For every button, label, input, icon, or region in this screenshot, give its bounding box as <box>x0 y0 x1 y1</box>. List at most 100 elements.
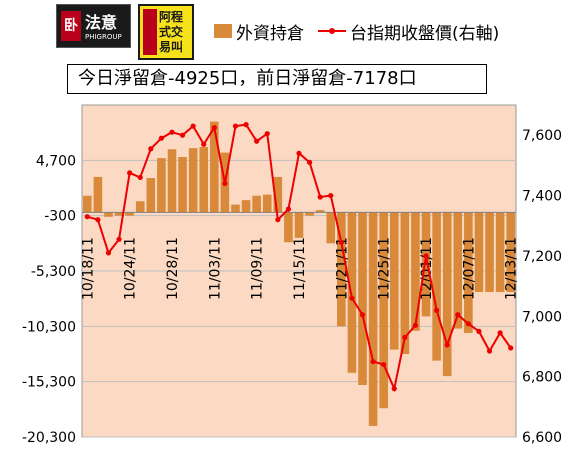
price-point <box>412 322 419 328</box>
price-point <box>169 129 175 135</box>
bar <box>252 195 261 213</box>
bar <box>442 212 452 377</box>
legend-line-label: 台指期收盤價(右軸) <box>350 23 500 44</box>
bar <box>273 176 283 213</box>
logo-subtitle: PHIGROUP <box>85 33 122 41</box>
logo-mark-icon <box>143 9 157 55</box>
bar <box>135 201 145 213</box>
price-point <box>434 307 440 313</box>
y-right-tick-label: 7,600 <box>522 128 562 144</box>
logo-seal-icon: 卧 <box>61 11 81 41</box>
bar <box>379 212 388 409</box>
price-point <box>95 217 101 223</box>
price-point <box>391 386 397 392</box>
bar <box>157 158 166 213</box>
legend-bar-swatch <box>214 24 232 38</box>
bar <box>284 212 293 243</box>
price-point <box>222 180 228 187</box>
price-point <box>243 122 249 128</box>
price-point <box>148 146 154 152</box>
bar <box>358 212 367 385</box>
bar <box>432 212 441 361</box>
phigroup-logo: 卧 法意 PHIGROUP <box>56 4 131 48</box>
price-point <box>105 250 112 256</box>
price-point <box>349 295 355 301</box>
bar <box>178 157 187 213</box>
bar <box>485 212 494 293</box>
price-point <box>84 214 90 220</box>
price-point <box>190 123 196 129</box>
price-point <box>285 206 292 212</box>
y-right-tick-label: 7,400 <box>522 189 562 205</box>
bar <box>188 148 198 213</box>
price-point <box>275 217 281 223</box>
bar <box>167 149 177 213</box>
price-point <box>116 236 122 242</box>
x-tick-label: 11/15/11 <box>292 237 308 300</box>
price-point <box>402 334 408 340</box>
bar <box>231 204 240 213</box>
bar <box>474 212 484 293</box>
y-left-tick-label: -20,300 <box>22 430 76 446</box>
bar <box>114 212 124 216</box>
price-point <box>296 150 302 156</box>
price-point <box>211 125 217 131</box>
price-point <box>465 321 471 327</box>
y-right-tick-label: 6,600 <box>522 430 562 446</box>
bar <box>337 212 346 327</box>
bar <box>495 212 505 293</box>
bar <box>315 210 325 213</box>
bar <box>400 212 410 354</box>
price-point <box>359 312 366 318</box>
price-point <box>455 312 461 318</box>
price-point <box>254 138 260 144</box>
price-point <box>381 361 387 368</box>
legend-bar-label: 外資持倉 <box>236 23 304 44</box>
price-point <box>306 159 313 165</box>
price-point <box>370 358 376 365</box>
bar <box>411 212 420 331</box>
bar <box>453 212 463 329</box>
y-left-tick-label: -5,300 <box>31 264 76 280</box>
legend-line-swatch <box>318 24 346 38</box>
bar <box>262 194 272 213</box>
x-tick-label: 12/13/11 <box>504 237 520 300</box>
bar <box>125 212 134 216</box>
price-point <box>497 330 503 336</box>
bar <box>93 176 103 213</box>
price-point <box>476 328 482 334</box>
bar <box>294 212 304 238</box>
bar <box>83 195 92 213</box>
bar <box>210 121 219 213</box>
x-tick-label: 10/28/11 <box>165 237 181 300</box>
chart-legend: 外資持倉 台指期收盤價(右軸) <box>214 18 499 44</box>
program-trading-logo: 阿程式交易叫 <box>138 4 194 60</box>
y-right-tick-label: 6,800 <box>522 370 562 386</box>
x-tick-label: 12/07/11 <box>461 237 477 300</box>
x-tick-label: 11/21/11 <box>334 237 350 300</box>
logo2-text: 阿程式交易叫 <box>159 10 184 54</box>
bar <box>464 212 473 333</box>
price-point <box>201 141 207 147</box>
bar <box>421 212 431 317</box>
logo-name: 法意 <box>85 13 118 32</box>
bar <box>146 178 156 213</box>
price-point <box>137 174 143 181</box>
x-tick-label: 11/25/11 <box>377 237 393 300</box>
price-point <box>338 239 344 245</box>
bar <box>326 212 336 244</box>
price-point <box>444 342 450 348</box>
y-left-tick-label: -15,300 <box>22 375 76 391</box>
price-point <box>158 135 164 141</box>
x-tick-label: 10/18/11 <box>80 237 96 300</box>
y-left-tick-label: -300 <box>44 209 76 225</box>
price-point <box>264 131 270 137</box>
bar <box>389 212 399 350</box>
x-tick-label: 11/09/11 <box>250 237 266 300</box>
price-point <box>486 348 493 354</box>
bar <box>347 212 357 373</box>
bar <box>506 212 515 293</box>
price-point <box>328 192 334 199</box>
x-tick-label: 11/03/11 <box>207 237 223 300</box>
